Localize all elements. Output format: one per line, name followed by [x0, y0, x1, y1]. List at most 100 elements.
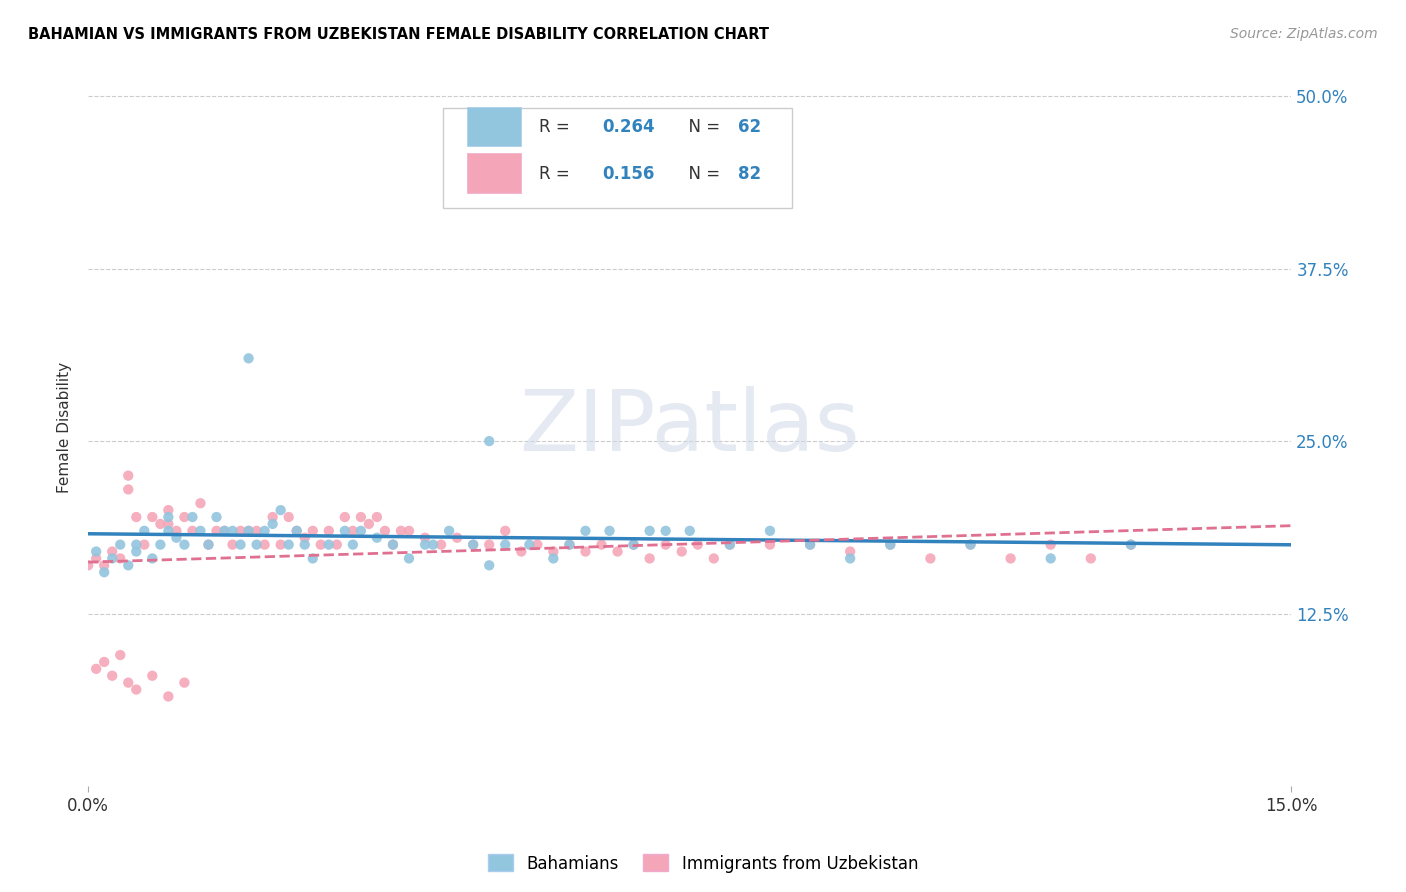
Point — [101, 669, 124, 683]
Point — [366, 510, 388, 524]
Point — [309, 538, 332, 552]
Point — [214, 524, 236, 538]
Point — [205, 510, 228, 524]
Text: 82: 82 — [738, 165, 761, 183]
Point — [510, 544, 533, 558]
Point — [253, 524, 276, 538]
Point — [574, 544, 596, 558]
Point — [149, 516, 172, 531]
Text: Source: ZipAtlas.com: Source: ZipAtlas.com — [1230, 27, 1378, 41]
Point — [517, 538, 540, 552]
Text: R =: R = — [540, 118, 575, 136]
Point — [270, 538, 292, 552]
Point — [599, 524, 621, 538]
Point — [623, 538, 645, 552]
Point — [654, 538, 676, 552]
Point — [374, 524, 396, 538]
Point — [1119, 538, 1142, 552]
Point — [165, 531, 187, 545]
Point — [543, 551, 565, 566]
Point — [326, 538, 349, 552]
Point — [197, 538, 219, 552]
Point — [157, 510, 180, 524]
Point — [799, 538, 821, 552]
Point — [157, 690, 180, 704]
Point — [134, 538, 156, 552]
Point — [463, 538, 485, 552]
Point — [342, 538, 364, 552]
Point — [920, 551, 942, 566]
Point — [342, 524, 364, 538]
Point — [141, 510, 163, 524]
Point — [318, 538, 340, 552]
Point — [84, 551, 107, 566]
Point — [839, 551, 862, 566]
Point — [253, 538, 276, 552]
Point — [606, 544, 628, 558]
Point — [157, 503, 180, 517]
Point — [173, 510, 195, 524]
Point — [437, 524, 460, 538]
Point — [270, 503, 292, 517]
Point — [165, 524, 187, 538]
Point — [117, 483, 139, 497]
Point — [157, 516, 180, 531]
Point — [350, 524, 373, 538]
Point — [366, 531, 388, 545]
Point — [526, 538, 548, 552]
Y-axis label: Female Disability: Female Disability — [58, 362, 72, 493]
Point — [318, 524, 340, 538]
Point — [623, 538, 645, 552]
Text: 0.156: 0.156 — [602, 165, 654, 183]
Point — [478, 538, 501, 552]
Point — [654, 524, 676, 538]
Point — [285, 524, 308, 538]
Point — [238, 351, 260, 366]
Point — [173, 538, 195, 552]
Point — [221, 524, 243, 538]
Point — [558, 538, 581, 552]
Point — [110, 648, 132, 662]
Point — [591, 538, 613, 552]
Point — [149, 538, 172, 552]
Point — [181, 510, 204, 524]
Point — [246, 538, 269, 552]
FancyBboxPatch shape — [443, 108, 792, 209]
Point — [301, 524, 323, 538]
Point — [671, 544, 693, 558]
Point — [190, 524, 212, 538]
Point — [190, 496, 212, 510]
Point — [759, 524, 782, 538]
Point — [110, 551, 132, 566]
Point — [494, 538, 516, 552]
Point — [398, 551, 420, 566]
Point — [181, 524, 204, 538]
Point — [494, 524, 516, 538]
Point — [333, 524, 356, 538]
Text: N =: N = — [678, 165, 725, 183]
Legend: Bahamians, Immigrants from Uzbekistan: Bahamians, Immigrants from Uzbekistan — [481, 847, 925, 880]
Point — [759, 538, 782, 552]
Point — [294, 531, 316, 545]
Point — [205, 524, 228, 538]
Point — [141, 669, 163, 683]
Point — [229, 524, 252, 538]
Point — [294, 538, 316, 552]
Point — [1039, 551, 1062, 566]
Point — [333, 510, 356, 524]
Point — [93, 558, 115, 573]
Point — [93, 655, 115, 669]
Point — [638, 551, 661, 566]
Point — [101, 544, 124, 558]
Point — [246, 524, 269, 538]
Point — [141, 551, 163, 566]
Point — [277, 538, 299, 552]
Point — [686, 538, 709, 552]
Point — [77, 558, 100, 573]
Point — [574, 524, 596, 538]
Point — [1080, 551, 1102, 566]
Point — [679, 524, 702, 538]
Point — [262, 510, 284, 524]
Point — [277, 510, 299, 524]
Text: 0.264: 0.264 — [602, 118, 655, 136]
